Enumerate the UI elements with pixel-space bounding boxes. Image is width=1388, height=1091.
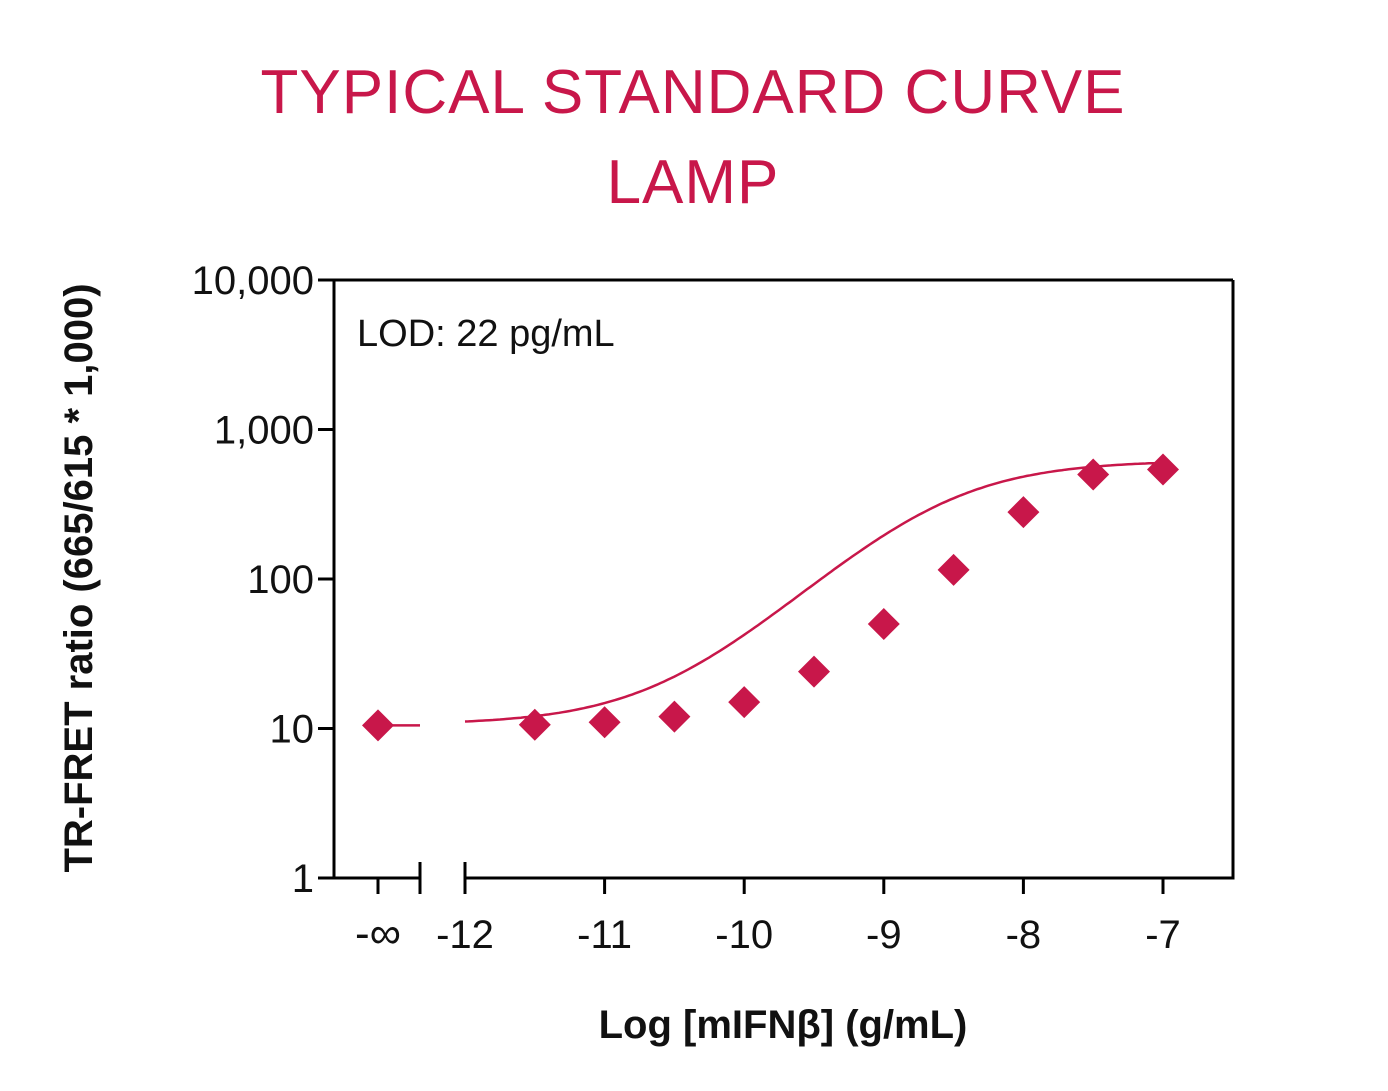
data-points bbox=[362, 453, 1179, 742]
data-point-3 bbox=[658, 700, 691, 733]
data-point-4 bbox=[728, 686, 761, 719]
fit-curve bbox=[464, 461, 1164, 723]
x-axis-title: Log [mIFNβ] (g/mL) bbox=[599, 1003, 968, 1047]
data-point-6 bbox=[867, 608, 900, 641]
data-point-8 bbox=[1007, 496, 1040, 529]
x-tick-label-1: -12 bbox=[436, 913, 494, 957]
data-point-5 bbox=[798, 655, 830, 688]
y-tick-label-4: 10,000 bbox=[192, 259, 314, 303]
axis-labels: 1 10 100 1,000 10,000 -∞ -12 -11 -10 -9 -8 -7 Log [m… bbox=[57, 259, 1181, 1047]
chart-title-line-2: LAMP bbox=[606, 148, 780, 217]
x-tick-label-4: -9 bbox=[866, 913, 902, 957]
x-tick-label-0: -∞ bbox=[355, 909, 401, 958]
x-tick-label-5: -8 bbox=[1006, 913, 1042, 957]
x-tick-label-3: -10 bbox=[715, 913, 773, 957]
data-point-1 bbox=[518, 708, 551, 741]
y-tick-label-3: 1,000 bbox=[214, 409, 314, 453]
data-point-9 bbox=[1077, 458, 1110, 491]
axes bbox=[318, 278, 1235, 894]
y-tick-label-1: 10 bbox=[270, 708, 315, 752]
data-point-0 bbox=[362, 709, 394, 742]
y-axis-title: TR-FRET ratio (665/615 * 1,000) bbox=[57, 283, 101, 872]
fit-curve-layer bbox=[378, 461, 1164, 727]
data-point-7 bbox=[937, 553, 970, 586]
chart-title-line-1: TYPICAL STANDARD CURVE bbox=[260, 58, 1126, 127]
x-tick-label-2: -11 bbox=[577, 913, 632, 957]
y-tick-label-2: 100 bbox=[247, 558, 314, 602]
lod-annotation: LOD: 22 pg/mL bbox=[357, 313, 615, 355]
data-point-10 bbox=[1147, 453, 1179, 486]
y-tick-label-0: 1 bbox=[292, 857, 314, 901]
data-point-2 bbox=[588, 706, 621, 739]
x-tick-label-6: -7 bbox=[1145, 913, 1181, 957]
